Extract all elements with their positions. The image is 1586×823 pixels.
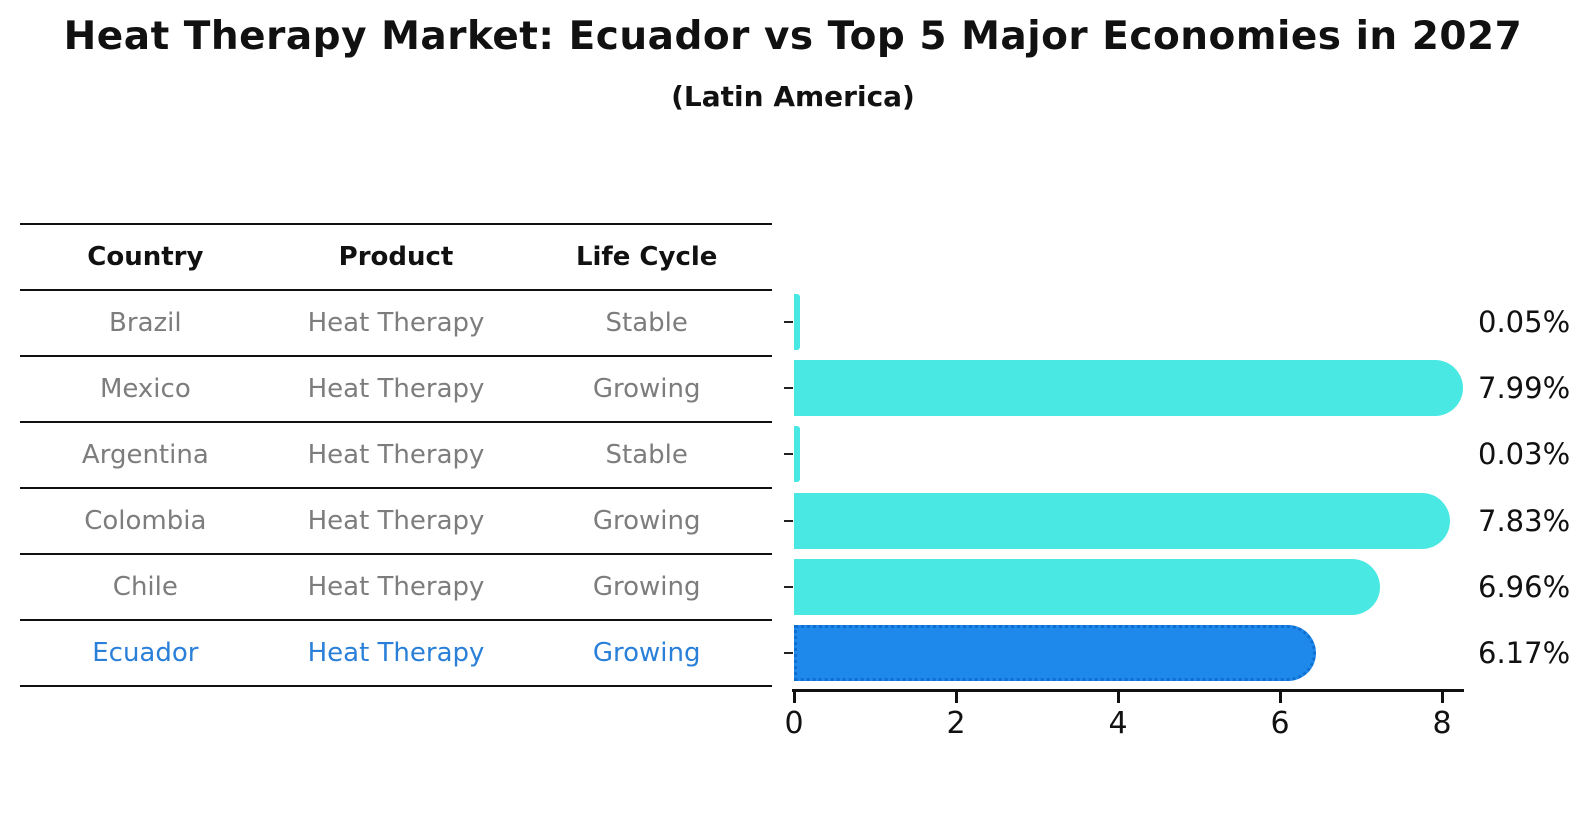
table-row: Mexico Heat Therapy Growing xyxy=(20,357,772,423)
bar-mexico xyxy=(794,360,1463,416)
value-label: 7.99% xyxy=(1478,371,1571,405)
y-tick-mark xyxy=(784,520,793,522)
y-tick-mark xyxy=(784,586,793,588)
bar-chile xyxy=(794,559,1380,615)
header-life-cycle: Life Cycle xyxy=(575,242,718,272)
cell-country: Mexico xyxy=(99,374,191,404)
cell-product: Heat Therapy xyxy=(307,440,485,470)
y-tick-mark xyxy=(784,453,793,455)
x-tick-mark xyxy=(955,692,958,703)
cell-life-cycle: Stable xyxy=(605,440,688,470)
cell-country: Brazil xyxy=(109,308,182,338)
y-tick-mark xyxy=(784,321,793,323)
cell-life-cycle: Stable xyxy=(605,308,688,338)
header-country: Country xyxy=(87,242,204,272)
bar-ecuador xyxy=(794,625,1316,681)
table-row: Chile Heat Therapy Growing xyxy=(20,555,772,621)
bar-colombia xyxy=(794,493,1450,549)
cell-country: Colombia xyxy=(84,506,207,536)
x-tick-label: 0 xyxy=(784,706,804,741)
cell-product: Heat Therapy xyxy=(307,374,485,404)
table-row: Brazil Heat Therapy Stable xyxy=(20,291,772,357)
table-row: Ecuador Heat Therapy Growing xyxy=(20,621,772,687)
value-label: 0.05% xyxy=(1478,305,1571,339)
x-tick-label: 4 xyxy=(1108,706,1128,741)
x-tick-label: 6 xyxy=(1270,706,1290,741)
value-label: 7.83% xyxy=(1478,504,1571,538)
cell-product: Heat Therapy xyxy=(307,572,485,602)
cell-product: Heat Therapy xyxy=(307,506,485,536)
table-row: Argentina Heat Therapy Stable xyxy=(20,423,772,489)
cell-product: Heat Therapy xyxy=(307,638,485,668)
value-label: 6.17% xyxy=(1478,636,1571,670)
x-tick-label: 2 xyxy=(946,706,966,741)
table-row: Colombia Heat Therapy Growing xyxy=(20,489,772,555)
bar-argentina xyxy=(794,426,800,482)
cell-country: Argentina xyxy=(81,440,209,470)
value-label: 0.03% xyxy=(1478,437,1571,471)
x-tick-label: 8 xyxy=(1432,706,1452,741)
value-label: 6.96% xyxy=(1478,570,1571,604)
chart-title: Heat Therapy Market: Ecuador vs Top 5 Ma… xyxy=(63,14,1523,59)
chart-subtitle: (Latin America) xyxy=(671,80,915,113)
x-tick-mark xyxy=(1279,692,1282,703)
y-tick-mark xyxy=(784,652,793,654)
bar-brazil xyxy=(794,294,800,350)
x-tick-mark xyxy=(1441,692,1444,703)
x-tick-mark xyxy=(793,692,796,703)
x-tick-mark xyxy=(1117,692,1120,703)
x-axis-line xyxy=(792,689,1464,692)
cell-life-cycle: Growing xyxy=(592,638,701,668)
cell-life-cycle: Growing xyxy=(592,572,701,602)
cell-life-cycle: Growing xyxy=(592,506,701,536)
table-header-row: Country Product Life Cycle xyxy=(20,225,772,291)
country-table: Country Product Life Cycle Brazil Heat T… xyxy=(20,223,772,687)
cell-country: Ecuador xyxy=(92,638,199,668)
cell-product: Heat Therapy xyxy=(307,308,485,338)
cell-country: Chile xyxy=(112,572,178,602)
cell-life-cycle: Growing xyxy=(592,374,701,404)
y-tick-mark xyxy=(784,387,793,389)
header-product: Product xyxy=(338,242,454,272)
